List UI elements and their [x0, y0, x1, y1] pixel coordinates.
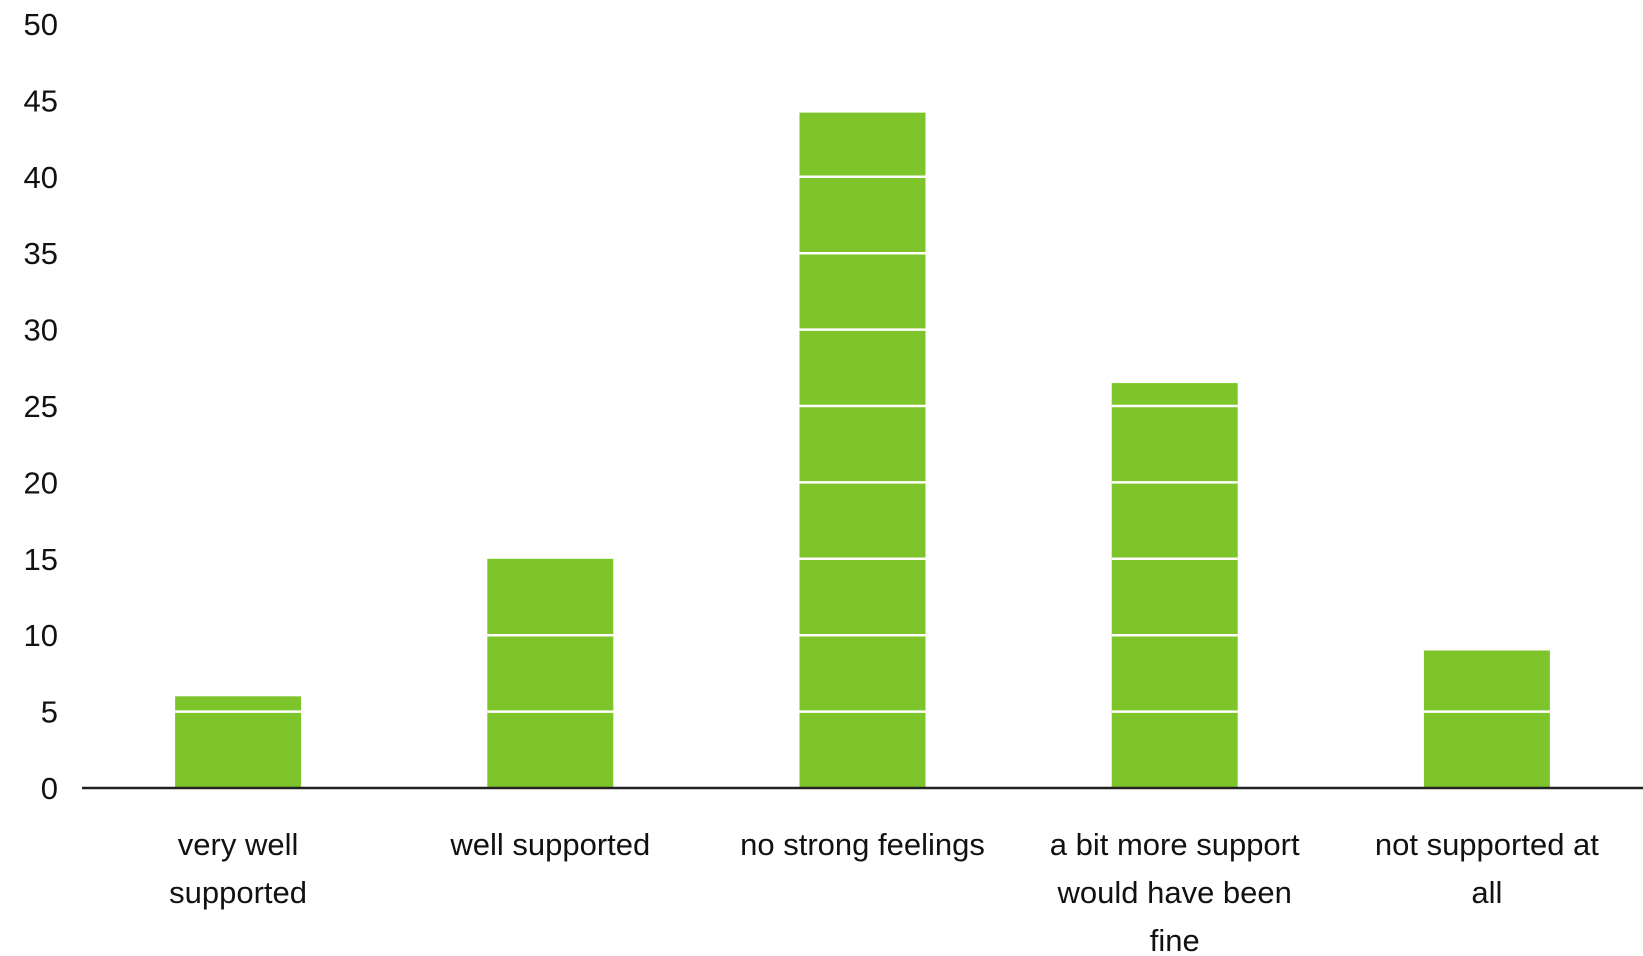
bar: [1423, 650, 1550, 788]
x-category-label: well supported: [449, 827, 650, 862]
x-category-label-line: fine: [1150, 923, 1200, 956]
bar: [487, 558, 614, 788]
y-tick-label: 25: [24, 389, 58, 424]
y-tick-label: 35: [24, 236, 58, 271]
x-category-label-line: not supported at: [1375, 827, 1599, 862]
x-category-label-line: would have been: [1056, 875, 1291, 910]
y-tick-label: 5: [41, 695, 58, 730]
bar: [799, 112, 926, 788]
x-category-label-line: well supported: [449, 827, 650, 862]
x-category-label-line: very well: [178, 827, 299, 862]
y-tick-label: 30: [24, 313, 58, 348]
y-tick-label: 40: [24, 160, 58, 195]
y-tick-label: 20: [24, 465, 58, 500]
x-category-label-line: all: [1471, 875, 1502, 910]
y-tick-label: 50: [24, 7, 58, 42]
y-tick-label: 10: [24, 618, 58, 653]
x-category-label: very well supported: [169, 827, 307, 910]
x-category-label: no strong feelings: [740, 827, 985, 862]
x-category-label: not supported at all: [1375, 827, 1599, 910]
y-tick-label: 15: [24, 542, 58, 577]
y-tick-label: 45: [24, 83, 58, 118]
x-category-label-line: a bit more support: [1050, 827, 1300, 862]
bar: [175, 696, 302, 788]
bar: [1111, 383, 1238, 788]
x-category-label-line: supported: [169, 875, 307, 910]
x-category-label: a bit more support would have been fine: [1050, 827, 1300, 956]
x-category-label-line: no strong feelings: [740, 827, 985, 862]
y-tick-label: 0: [41, 771, 58, 806]
